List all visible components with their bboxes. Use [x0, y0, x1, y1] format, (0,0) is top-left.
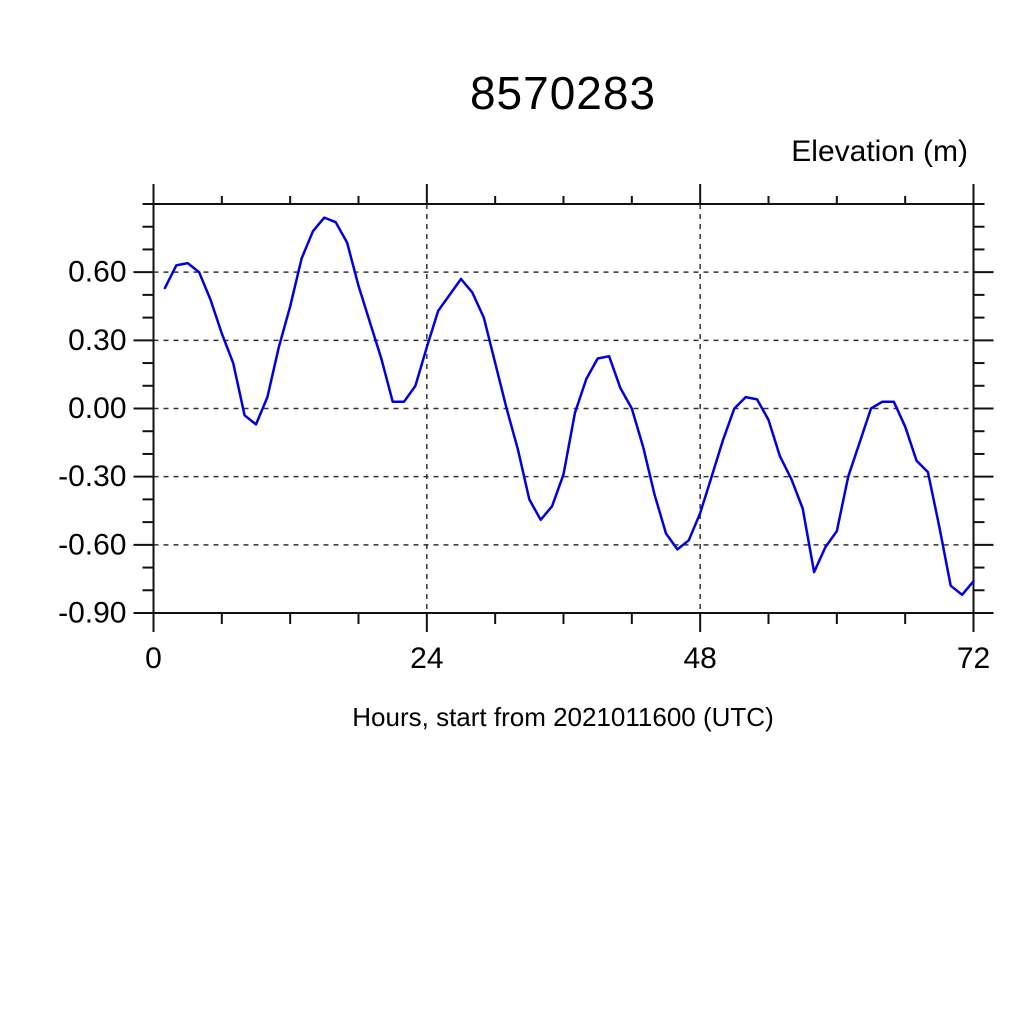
x-tick-label: 48	[683, 642, 716, 675]
elevation-units-label: Elevation (m)	[791, 135, 968, 168]
y-tick-label: -0.30	[58, 460, 126, 493]
y-tick-label: 0.00	[68, 392, 126, 425]
x-tick-label: 24	[410, 642, 443, 675]
x-axis-title: Hours, start from 2021011600 (UTC)	[352, 702, 774, 732]
x-tick-label: 0	[145, 642, 162, 675]
y-tick-label: -0.60	[58, 528, 126, 561]
station-id-title: 8570283	[469, 67, 657, 119]
elevation-curve	[163, 216, 975, 597]
y-tick-label: 0.30	[68, 324, 126, 357]
y-tick-label: 0.60	[68, 256, 126, 289]
y-tick-label: -0.90	[58, 597, 126, 630]
x-tick-label: 72	[957, 642, 990, 675]
